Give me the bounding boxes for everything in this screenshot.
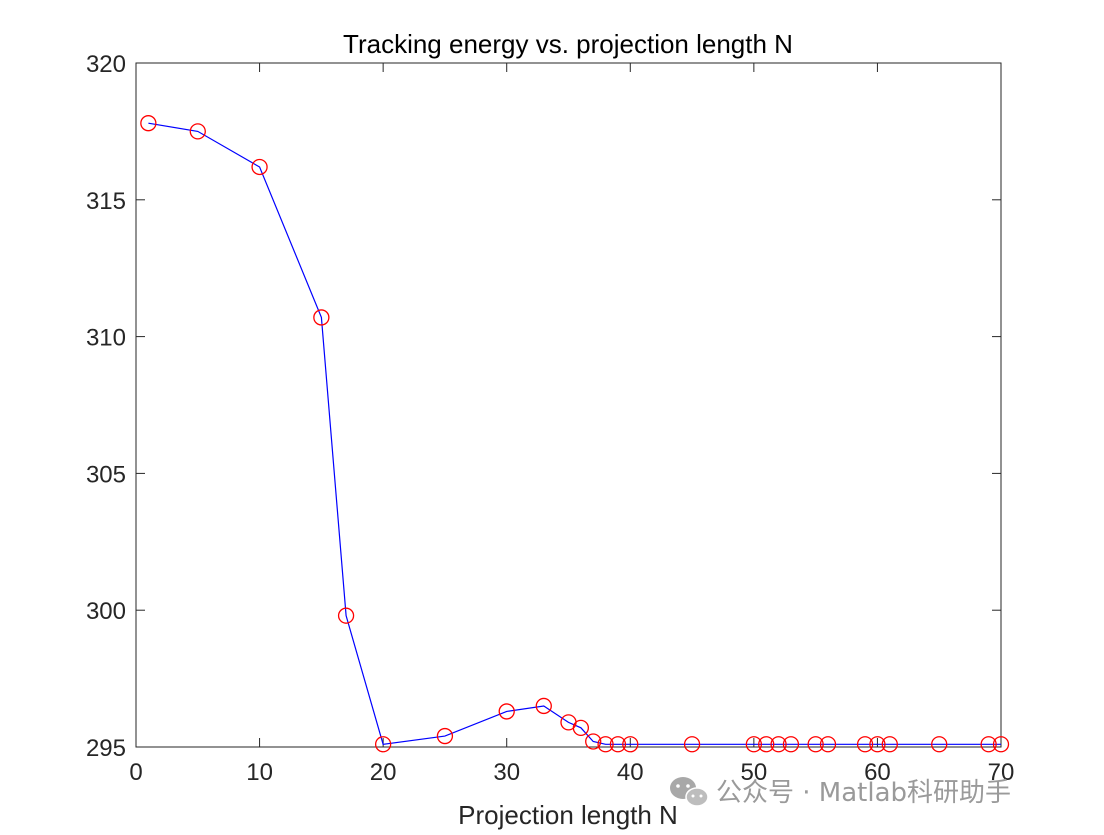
series-line (148, 122, 1001, 745)
series-markers (140, 115, 1010, 753)
x-tick-label: 70 (988, 759, 1015, 786)
x-tick-label: 60 (864, 759, 891, 786)
data-point-marker (498, 703, 515, 720)
plot-box (135, 62, 1002, 748)
data-point-marker (980, 736, 997, 753)
y-tick-label: 295 (86, 735, 126, 762)
data-point-marker (189, 123, 206, 140)
data-point-marker (609, 736, 627, 753)
data-point-marker (992, 736, 1010, 753)
data-point-marker (869, 736, 886, 753)
x-tick-label: 20 (370, 759, 397, 786)
data-point-marker (251, 158, 268, 176)
data-point-marker (374, 736, 392, 753)
data-point-marker (931, 736, 948, 753)
data-point-marker (572, 719, 590, 736)
watermark-text: 公众号 · Matlab科研助手 (716, 778, 1011, 808)
data-point-marker (770, 736, 787, 753)
wechat-icon (670, 777, 709, 807)
x-axis-label: Projection length N (458, 800, 678, 830)
watermark: 公众号 · Matlab科研助手 (670, 777, 1011, 808)
data-point-marker (856, 736, 874, 753)
data-point-marker (313, 309, 330, 326)
y-tick-label: 310 (86, 325, 126, 352)
data-point-marker (436, 727, 454, 745)
series-lines (148, 122, 1001, 745)
data-point-marker (140, 115, 157, 132)
data-point-marker (597, 736, 614, 753)
x-tick-label: 30 (493, 759, 520, 786)
data-point-marker (683, 736, 701, 753)
x-tick-label: 10 (246, 759, 273, 786)
data-point-marker (881, 736, 898, 753)
data-point-marker (585, 733, 602, 750)
data-point-marker (745, 736, 763, 753)
x-axis: 0 10 20 30 40 50 60 70 (129, 63, 1014, 786)
chart-title: Tracking energy vs. projection length N (343, 29, 793, 59)
data-point-marker (622, 736, 639, 753)
y-tick-label: 320 (86, 51, 126, 78)
data-point-marker (337, 607, 355, 624)
x-tick-label: 50 (741, 759, 768, 786)
data-point-marker (758, 736, 775, 753)
y-tick-label: 315 (86, 188, 126, 215)
data-point-marker (807, 736, 824, 753)
data-point-marker (782, 736, 800, 753)
x-tick-label: 40 (617, 759, 644, 786)
x-tick-label: 0 (129, 759, 142, 786)
y-axis: 295 300 305 310 315 320 (86, 51, 1001, 762)
data-point-marker (535, 697, 552, 715)
data-point-marker (819, 736, 837, 753)
y-tick-label: 305 (86, 461, 126, 488)
plot-area (135, 62, 1002, 748)
y-tick-label: 300 (86, 598, 126, 625)
